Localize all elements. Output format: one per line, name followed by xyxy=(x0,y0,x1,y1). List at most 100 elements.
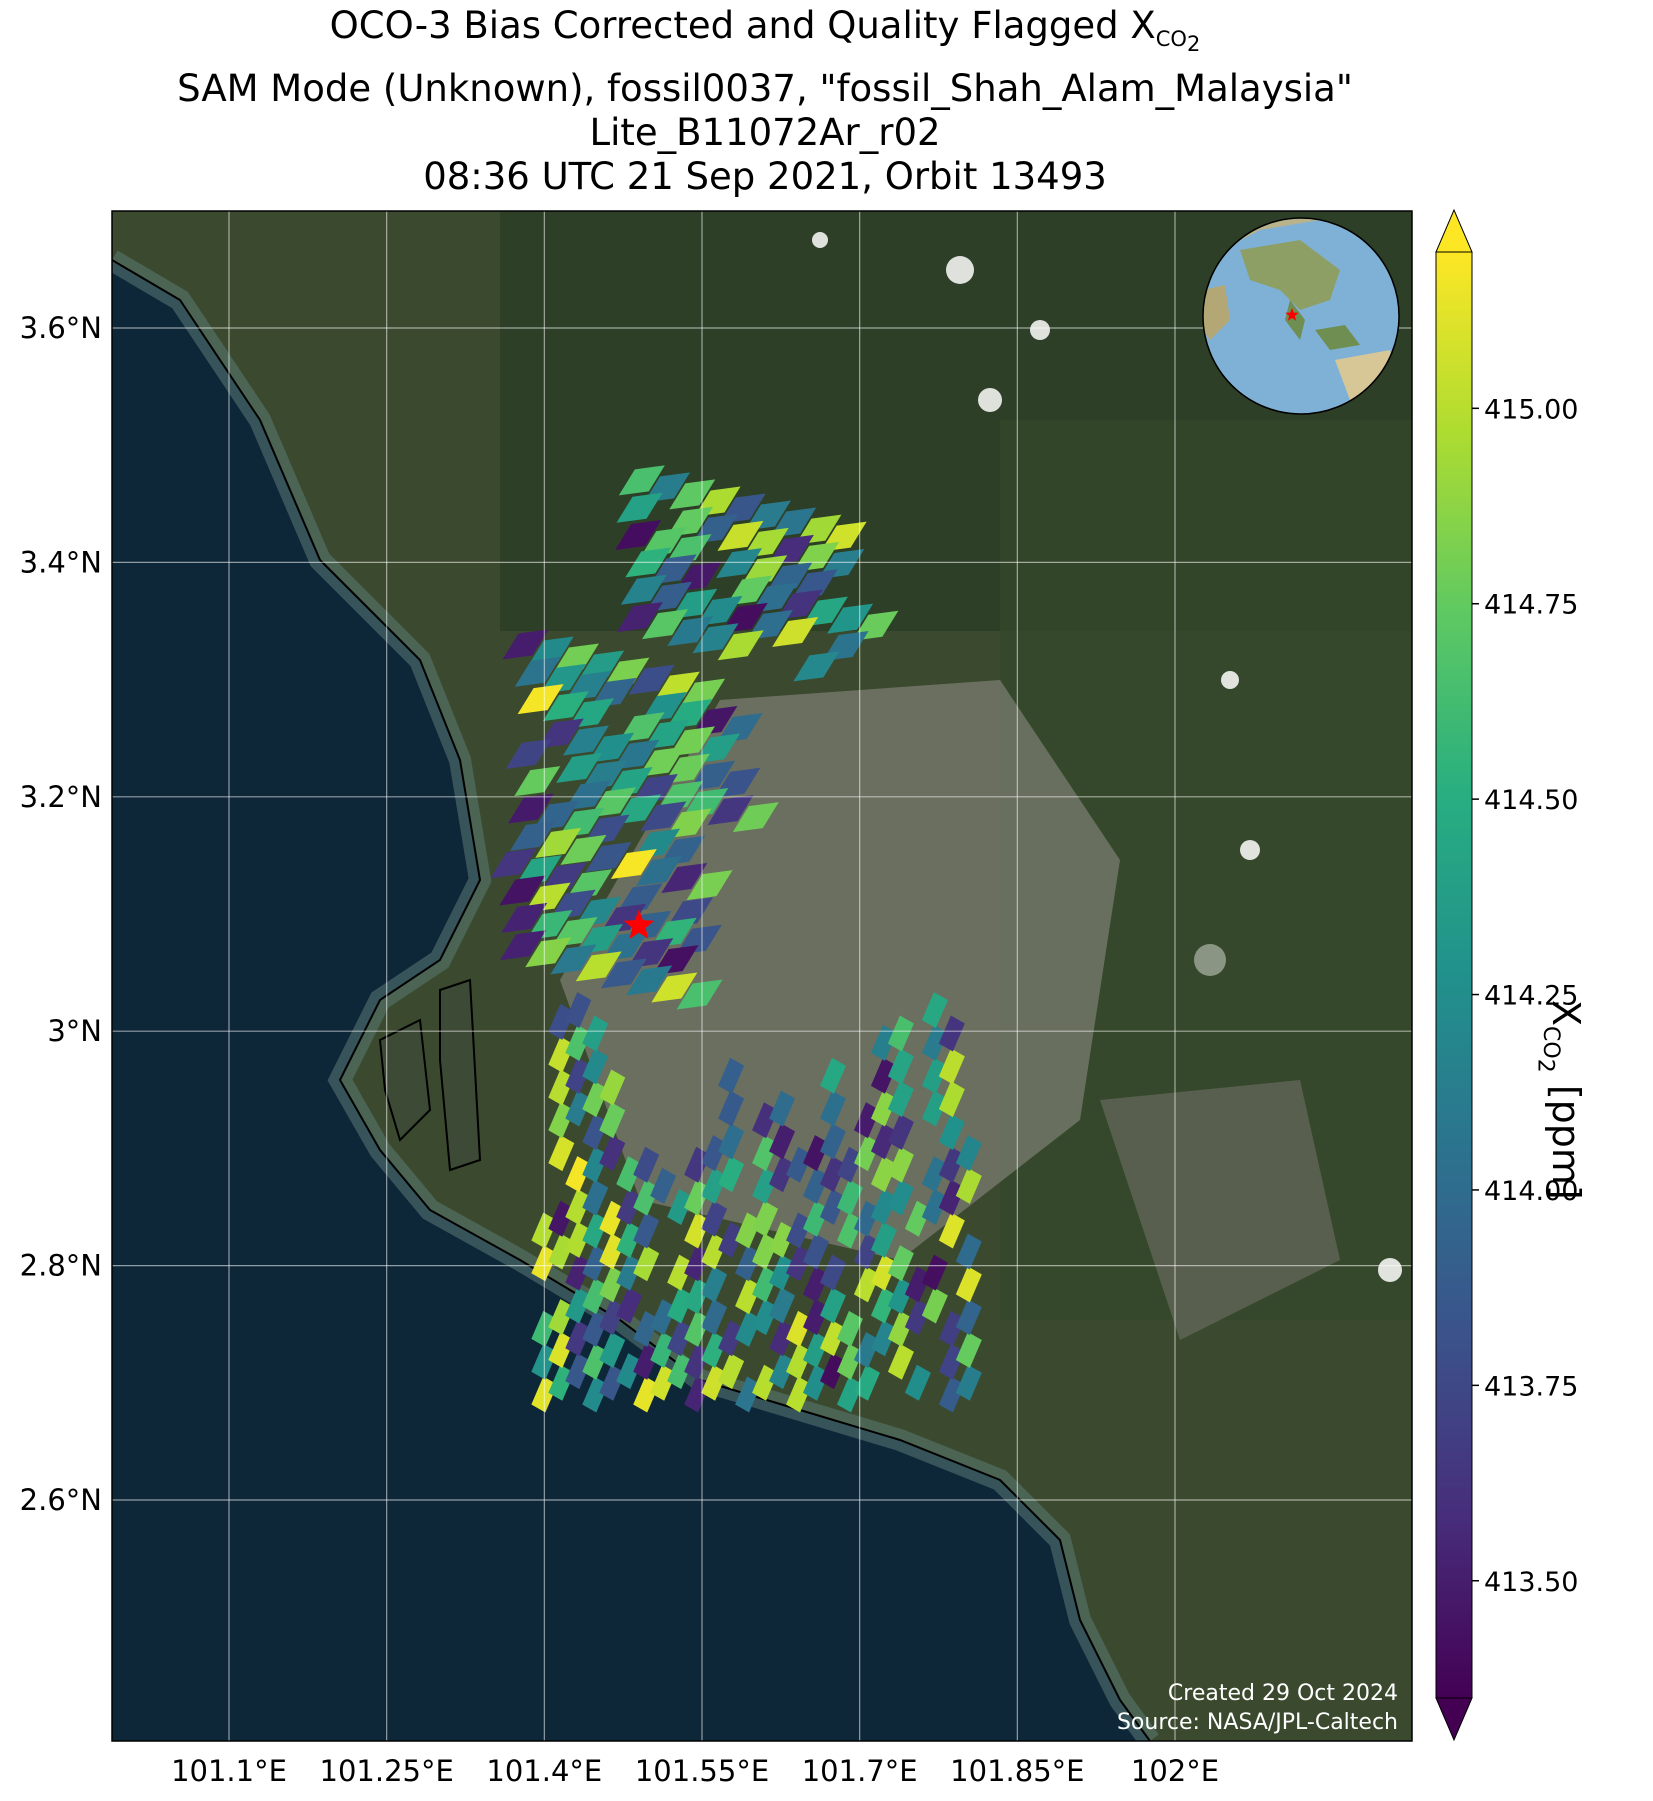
sounding-footprint xyxy=(633,1179,660,1216)
sounding-footprint xyxy=(582,1376,609,1413)
sounding-footprint xyxy=(633,1376,660,1413)
sounding-footprint xyxy=(585,841,632,872)
sounding-footprint xyxy=(938,1179,965,1216)
sounding-footprint xyxy=(565,1189,592,1225)
sounding-footprint xyxy=(887,1146,914,1183)
sounding-footprint xyxy=(718,1057,745,1094)
sounding-footprint xyxy=(836,1376,863,1413)
sounding-footprint xyxy=(752,1299,779,1336)
sounding-footprint xyxy=(819,1057,846,1094)
title-line-2: SAM Mode (Unknown), fossil0037, "fossil_… xyxy=(177,66,1353,110)
sounding-footprint xyxy=(870,1090,897,1127)
sounding-footprint xyxy=(565,1353,592,1390)
sounding-footprint xyxy=(657,781,704,812)
island xyxy=(378,1018,432,1142)
sounding-footprint xyxy=(853,1135,880,1172)
title-line-1: OCO-3 Bias Corrected and Quality Flagged… xyxy=(329,4,1201,57)
sounding-footprint xyxy=(938,1376,965,1413)
sounding-footprint xyxy=(667,1320,694,1357)
sounding-footprint xyxy=(717,520,764,551)
sounding-footprint xyxy=(650,1299,677,1336)
sounding-footprint xyxy=(803,1364,830,1401)
sounding-footprint xyxy=(921,1090,948,1127)
sounding-footprint xyxy=(525,937,572,968)
sounding-footprint xyxy=(786,1376,813,1413)
sounding-footprint xyxy=(752,1102,779,1139)
sounding-footprint xyxy=(955,1266,982,1303)
sounding-footprint xyxy=(938,1343,965,1380)
longitude-tick-label: 102°E xyxy=(1131,1754,1219,1788)
sounding-footprint xyxy=(819,1090,846,1127)
sounding-footprint xyxy=(628,664,675,695)
sounding-footprint xyxy=(633,1146,660,1183)
sounding-footprint xyxy=(772,616,819,647)
sounding-footprint xyxy=(786,1343,813,1380)
sounding-footprint xyxy=(769,1221,796,1258)
sounding-footprint xyxy=(599,1331,626,1368)
sounding-footprint xyxy=(769,1156,796,1193)
sounding-footprint xyxy=(501,902,548,933)
sounding-footprint xyxy=(955,1331,982,1368)
sounding-footprint xyxy=(701,1364,728,1401)
sounding-footprint xyxy=(548,1036,575,1073)
sounding-footprint xyxy=(769,1320,796,1357)
sounding-footprint xyxy=(803,1167,830,1204)
sounding-footprint xyxy=(548,1069,575,1106)
sounding-footprint xyxy=(718,1156,745,1193)
sounding-footprint xyxy=(803,1331,830,1368)
sounding-footprint xyxy=(938,1113,965,1150)
sounding-footprint xyxy=(819,1189,846,1225)
sounding-footprint xyxy=(565,1320,592,1357)
chart-title: OCO-3 Bias Corrected and Quality Flagged… xyxy=(0,4,1530,199)
sounding-footprint xyxy=(548,1299,575,1336)
sounding-footprint xyxy=(836,1146,863,1183)
sounding-footprint xyxy=(955,1233,982,1270)
sounding-footprint xyxy=(581,759,628,790)
title-line-3: Lite_B11072Ar_r02 xyxy=(589,110,941,154)
island xyxy=(439,978,482,1172)
sounding-footprint xyxy=(684,1245,711,1282)
sounding-footprint xyxy=(626,965,673,996)
target-location-marker xyxy=(623,909,655,939)
sounding-footprint xyxy=(769,1287,796,1324)
sounding-footprint xyxy=(599,1135,626,1172)
sounding-footprint xyxy=(599,1102,626,1139)
colorbar-tick-label: 414.25 xyxy=(1484,981,1578,1012)
sounding-footprint xyxy=(653,671,700,702)
sounding-footprint xyxy=(707,795,754,826)
sounding-footprint xyxy=(735,1212,762,1249)
sounding-footprint xyxy=(650,1364,677,1401)
sounding-footprint xyxy=(565,1254,592,1291)
sounding-footprint xyxy=(600,958,647,989)
sounding-footprint xyxy=(853,1364,880,1401)
sounding-footprint xyxy=(769,1090,796,1127)
longitude-tick-label: 101.85°E xyxy=(950,1754,1084,1788)
sounding-footprint xyxy=(718,1090,745,1127)
sounding-footprint xyxy=(791,569,838,600)
sounding-footprint xyxy=(887,1245,914,1282)
sounding-footprint xyxy=(640,801,687,832)
sounding-footprint xyxy=(769,1353,796,1390)
sounding-footprint xyxy=(803,1200,830,1237)
sounding-footprint xyxy=(505,738,552,769)
sounding-footprint xyxy=(633,1212,660,1249)
latitude-tick-label: 2.6°N xyxy=(20,1483,102,1517)
sounding-footprint xyxy=(955,1167,982,1204)
sounding-footprint xyxy=(752,1167,779,1204)
sounding-footprint xyxy=(616,1254,643,1291)
sounding-footprint xyxy=(717,630,764,661)
sounding-footprint xyxy=(686,870,733,901)
sounding-footprint xyxy=(904,1364,931,1401)
sounding-footprint xyxy=(582,1179,609,1216)
sounding-footprint xyxy=(887,1113,914,1150)
sounding-footprint xyxy=(752,1364,779,1401)
sounding-footprint xyxy=(682,788,729,819)
sounding-footprint xyxy=(819,1254,846,1291)
sounding-footprint xyxy=(766,562,813,593)
sounding-footprint xyxy=(565,1057,592,1094)
sounding-footprint xyxy=(921,1254,948,1291)
latitude-tick-label: 3°N xyxy=(47,1014,102,1048)
sounding-footprint xyxy=(550,944,597,975)
sounding-footprint xyxy=(566,869,613,900)
sounding-footprint xyxy=(752,1233,779,1270)
